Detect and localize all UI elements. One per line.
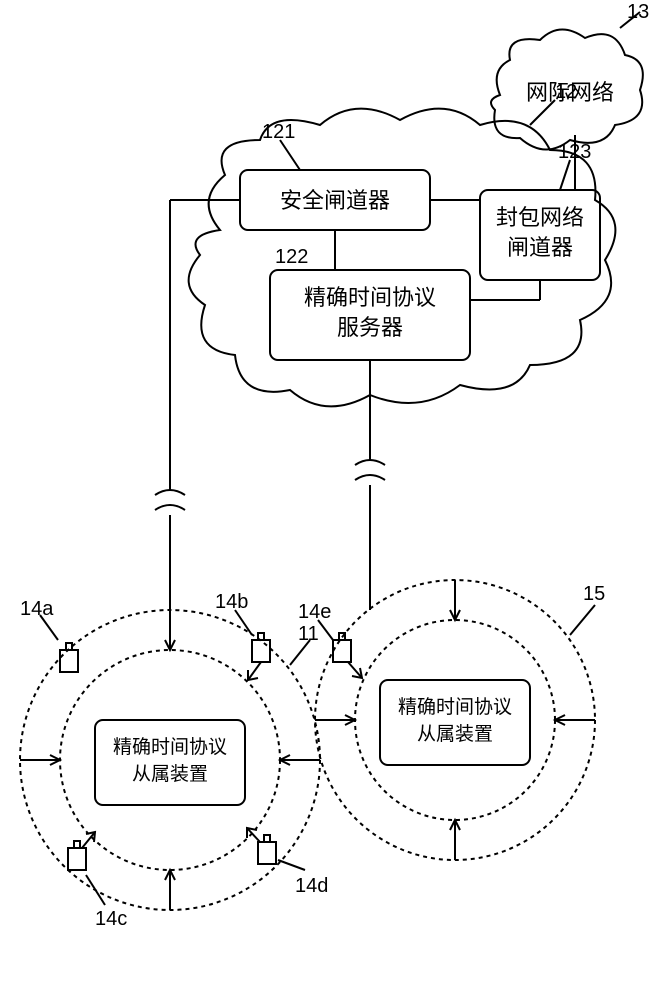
left-box-label-1: 精确时间协议 bbox=[113, 736, 227, 758]
conn-cloud-left bbox=[155, 200, 240, 610]
ref-14a: 14a bbox=[20, 598, 54, 620]
ref-14d: 14d bbox=[295, 875, 328, 897]
ref-15: 15 bbox=[583, 583, 605, 605]
right-box-label-1: 精确时间协议 bbox=[398, 696, 512, 718]
sensor-14a: 14a bbox=[20, 598, 78, 672]
right-ring-box: 精确时间协议 从属装置 bbox=[380, 680, 530, 765]
left-ring-box: 精确时间协议 从属装置 bbox=[95, 720, 245, 805]
left-box-label-2: 从属装置 bbox=[132, 763, 208, 785]
ref-14b: 14b bbox=[215, 591, 248, 613]
ptp-server-label-1: 精确时间协议 bbox=[304, 285, 436, 310]
ref-14c: 14c bbox=[95, 908, 127, 930]
sensor-14b: 14b bbox=[215, 591, 270, 680]
right-box-label-2: 从属装置 bbox=[417, 723, 493, 745]
ref-14e: 14e bbox=[298, 601, 331, 623]
security-gateway-label: 安全闸道器 bbox=[280, 188, 390, 213]
ref-121: 121 bbox=[262, 121, 295, 143]
sensor-14d: 14d bbox=[247, 828, 328, 897]
security-gateway-box: 安全闸道器 121 bbox=[240, 121, 430, 230]
ref-11: 11 bbox=[298, 623, 319, 645]
right-ring: 15 bbox=[315, 580, 605, 860]
conn-cloud-right bbox=[355, 360, 385, 600]
ref-13: 13 bbox=[627, 1, 649, 23]
ptp-server-label-2: 服务器 bbox=[337, 315, 403, 340]
internet-cloud: 网际网络 13 bbox=[491, 1, 649, 150]
ref-12: 12 bbox=[555, 81, 577, 103]
sensor-14c: 14c bbox=[68, 832, 127, 930]
ptp-server-box: 精确时间协议 服务器 122 bbox=[270, 246, 470, 360]
pkt-gateway-label-2: 闸道器 bbox=[507, 235, 573, 260]
ref-122: 122 bbox=[275, 246, 308, 268]
packet-gateway-box: 封包网络 闸道器 123 bbox=[480, 141, 600, 280]
pkt-gateway-label-1: 封包网络 bbox=[496, 205, 584, 230]
